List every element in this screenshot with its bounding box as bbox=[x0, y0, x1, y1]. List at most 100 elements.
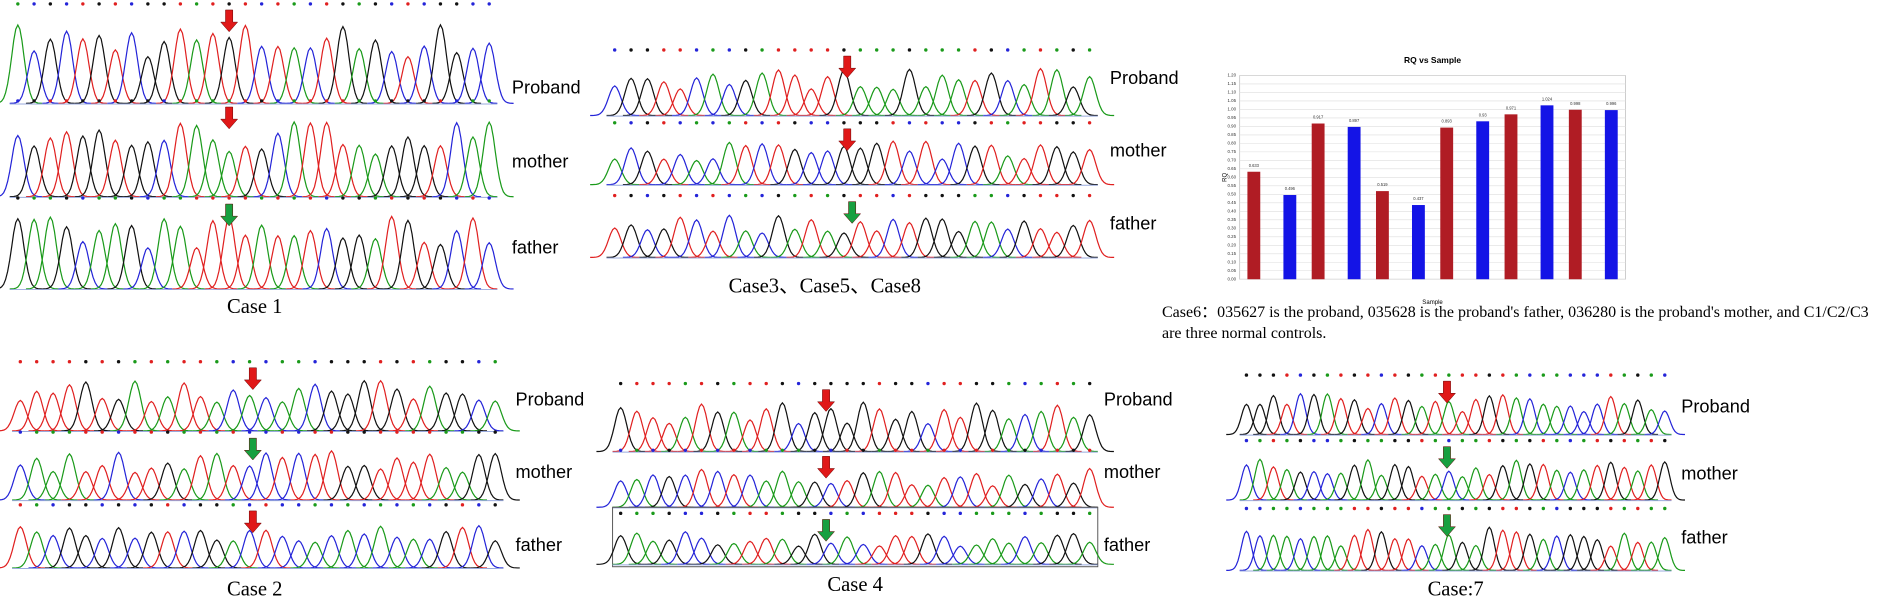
y-tick-label: 0.95 bbox=[1228, 115, 1237, 120]
peak bbox=[950, 145, 1000, 186]
base-dot bbox=[276, 2, 280, 6]
peak bbox=[1536, 469, 1578, 501]
peak bbox=[871, 471, 920, 508]
peak bbox=[399, 144, 449, 198]
base-dot bbox=[280, 503, 285, 507]
peak bbox=[220, 24, 270, 104]
base-dot bbox=[1447, 438, 1451, 443]
base-dot bbox=[247, 430, 252, 434]
peak bbox=[1015, 143, 1066, 186]
base-dot bbox=[292, 196, 296, 200]
peak bbox=[77, 397, 127, 432]
base-dot bbox=[1071, 48, 1075, 52]
peak bbox=[107, 224, 157, 290]
base-dot bbox=[276, 99, 280, 103]
y-tick-label: 0.55 bbox=[1228, 183, 1237, 188]
base-dot bbox=[1393, 373, 1397, 377]
peak bbox=[596, 406, 645, 453]
peak bbox=[351, 237, 400, 290]
peak bbox=[835, 147, 885, 186]
base-dot bbox=[1622, 506, 1626, 511]
base-dot bbox=[329, 430, 334, 434]
base-dot bbox=[645, 193, 650, 198]
base-dot bbox=[715, 448, 720, 452]
base-dot bbox=[942, 448, 946, 452]
base-dot bbox=[129, 196, 134, 200]
base-dot bbox=[1055, 193, 1059, 198]
base-dot bbox=[764, 448, 768, 452]
base-dot bbox=[438, 2, 443, 6]
peak bbox=[372, 536, 422, 569]
base-dot bbox=[926, 381, 930, 386]
base-dot bbox=[1366, 438, 1370, 443]
base-dot bbox=[346, 360, 350, 364]
peak bbox=[868, 88, 918, 117]
y-tick-label: 0.80 bbox=[1228, 141, 1237, 146]
peak bbox=[968, 485, 1017, 508]
case-label: Case 4 bbox=[827, 574, 883, 596]
base-dot bbox=[875, 48, 879, 52]
peak bbox=[1293, 535, 1335, 571]
peak bbox=[123, 140, 173, 198]
base-dot bbox=[329, 503, 334, 507]
base-dot bbox=[1393, 506, 1397, 511]
peak bbox=[639, 158, 689, 186]
base-dot bbox=[389, 2, 394, 6]
base-dot bbox=[861, 381, 865, 386]
base-dot bbox=[711, 48, 715, 52]
peak bbox=[1347, 407, 1389, 436]
peak bbox=[1428, 400, 1470, 436]
peak bbox=[1482, 529, 1524, 571]
bar bbox=[1347, 126, 1361, 280]
base-dot bbox=[81, 2, 85, 6]
base-dot bbox=[438, 196, 443, 200]
base-dot bbox=[428, 503, 432, 507]
base-dot bbox=[97, 99, 101, 103]
peak bbox=[887, 535, 937, 565]
peak bbox=[884, 150, 935, 186]
base-dot bbox=[829, 381, 833, 386]
base-dot bbox=[1609, 373, 1613, 377]
base-dot bbox=[194, 99, 199, 103]
peak bbox=[709, 411, 759, 453]
base-dot bbox=[1406, 506, 1411, 511]
peak bbox=[318, 25, 368, 104]
base-dot bbox=[990, 381, 995, 386]
base-dot bbox=[198, 503, 203, 507]
y-tick-label: 1.10 bbox=[1228, 90, 1237, 95]
base-dot bbox=[444, 430, 448, 434]
base-dot bbox=[858, 193, 863, 198]
base-dot bbox=[471, 2, 475, 6]
base-dot bbox=[796, 448, 801, 452]
y-tick-label: 0.70 bbox=[1228, 158, 1237, 163]
peak bbox=[919, 476, 969, 508]
peak bbox=[90, 139, 140, 198]
base-dot bbox=[780, 381, 785, 386]
peak bbox=[672, 77, 722, 117]
base-dot bbox=[1406, 438, 1411, 443]
peak bbox=[606, 77, 656, 117]
peak bbox=[661, 531, 710, 565]
peak bbox=[318, 143, 368, 198]
base-dot bbox=[341, 196, 345, 200]
peak bbox=[952, 472, 1001, 508]
base-dot bbox=[411, 430, 416, 434]
base-dot bbox=[764, 381, 768, 386]
peak bbox=[1631, 541, 1672, 571]
peak bbox=[721, 230, 771, 259]
peak bbox=[225, 465, 275, 501]
row-label: father bbox=[512, 238, 559, 258]
base-dot bbox=[149, 430, 154, 434]
base-dot bbox=[1541, 438, 1546, 443]
peak bbox=[1320, 472, 1362, 501]
base-dot bbox=[748, 381, 752, 386]
base-dot bbox=[1006, 121, 1010, 125]
peak bbox=[1293, 470, 1335, 501]
mutation-arrow bbox=[243, 437, 262, 461]
base-dot bbox=[793, 48, 797, 52]
base-dot bbox=[1071, 448, 1076, 452]
peak bbox=[1523, 538, 1564, 571]
peak bbox=[1563, 410, 1605, 436]
peak bbox=[1644, 536, 1685, 571]
